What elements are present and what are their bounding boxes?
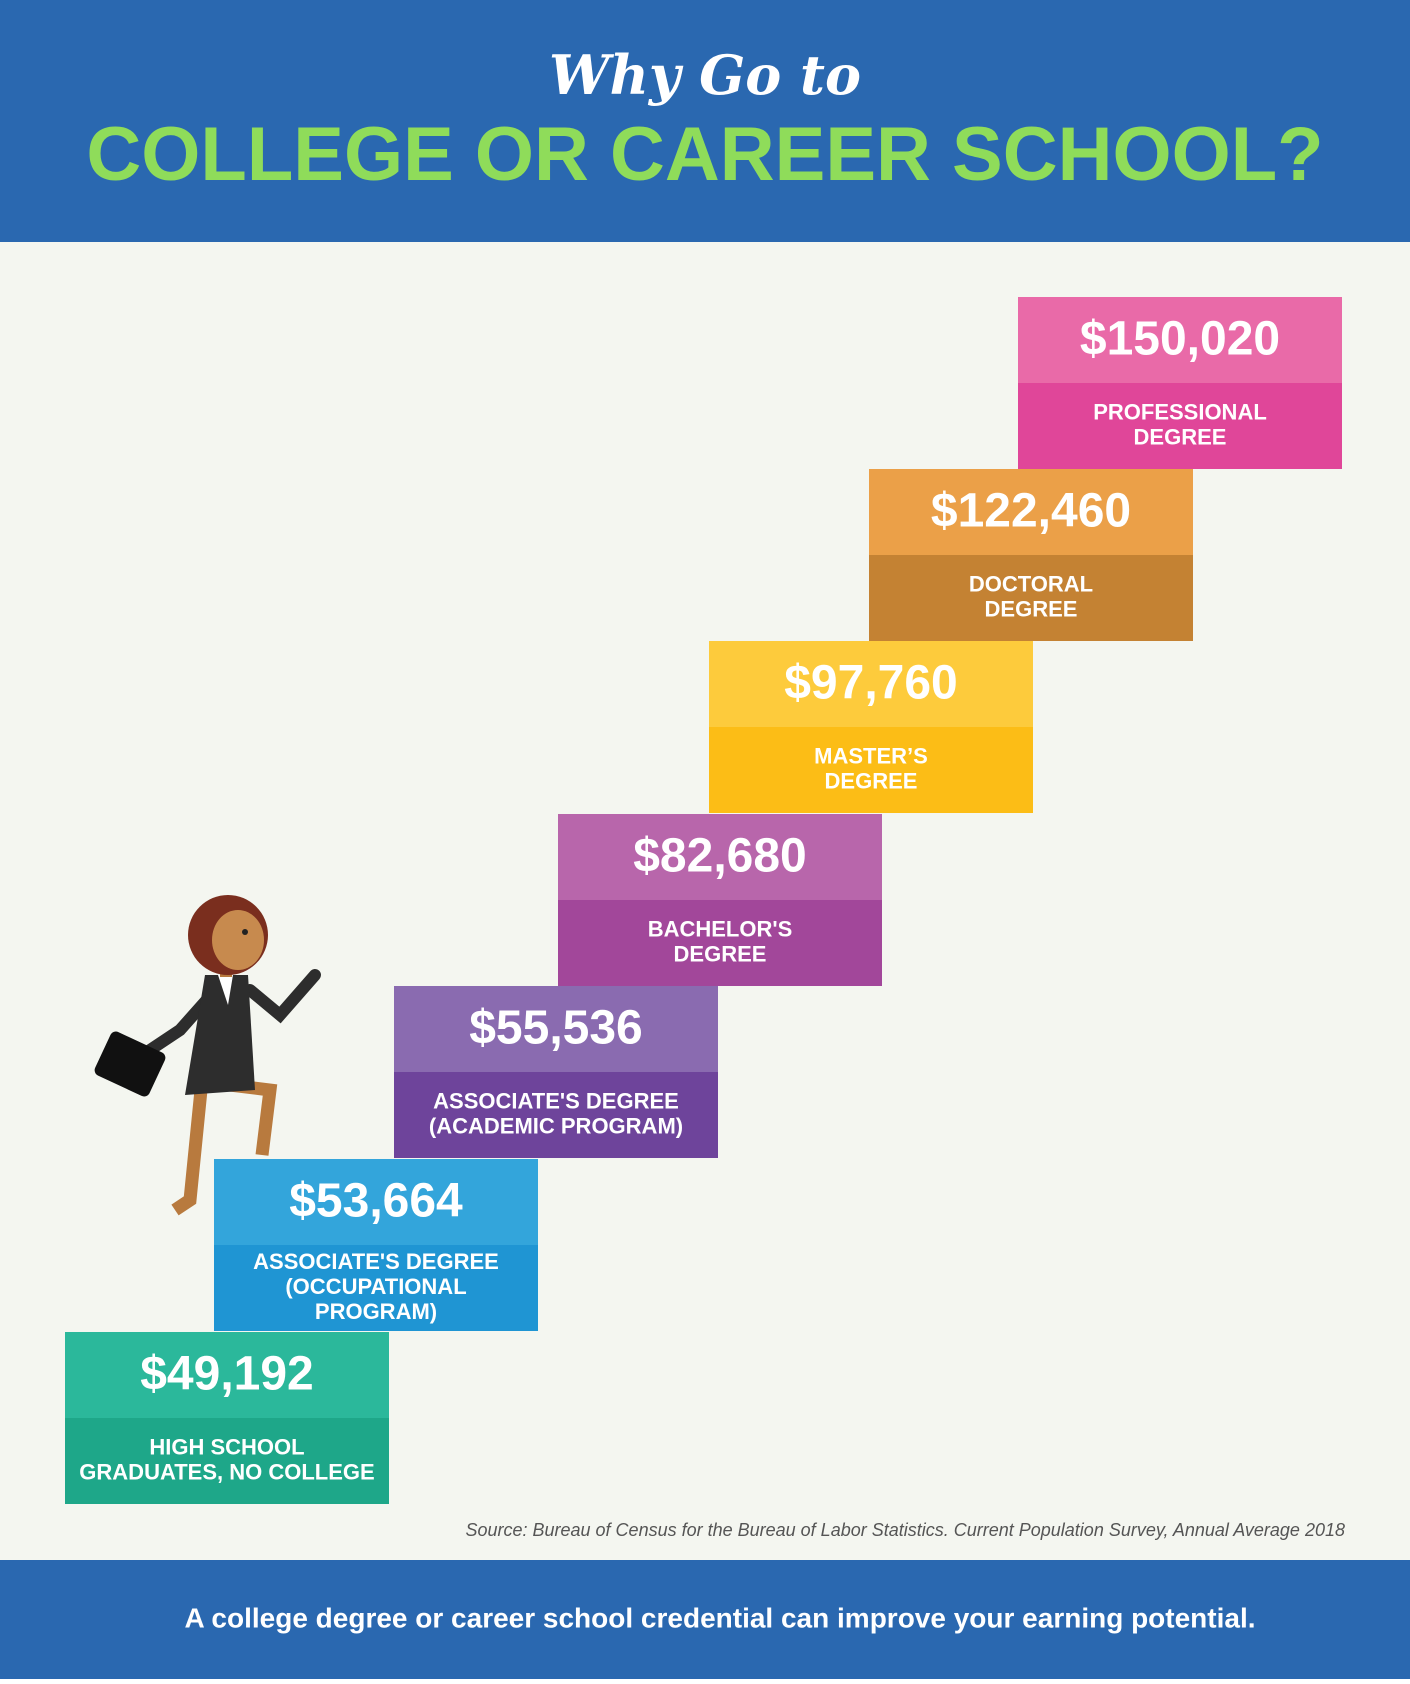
step-value: $97,760 bbox=[784, 657, 958, 710]
header-kicker: Why Go to bbox=[549, 43, 861, 107]
step-label: DEGREE bbox=[825, 768, 918, 793]
character bbox=[94, 895, 321, 1216]
step-top bbox=[709, 641, 1033, 727]
step-label: GRADUATES, NO COLLEGE bbox=[79, 1459, 374, 1484]
step-label: DEGREE bbox=[985, 596, 1078, 621]
step-value: $53,664 bbox=[289, 1175, 463, 1228]
footer-text: A college degree or career school creden… bbox=[184, 1602, 1255, 1633]
step-top bbox=[558, 814, 882, 900]
step-label: ASSOCIATE'S DEGREE bbox=[433, 1088, 679, 1113]
step-top bbox=[214, 1159, 538, 1245]
footer-band bbox=[0, 1560, 1410, 1679]
step-top bbox=[65, 1332, 389, 1418]
step-top bbox=[869, 469, 1193, 555]
step-top bbox=[1018, 297, 1342, 383]
step-value: $55,536 bbox=[469, 1002, 643, 1055]
step-top bbox=[394, 986, 718, 1072]
header-title: COLLEGE OR CAREER SCHOOL? bbox=[86, 112, 1323, 197]
step-bottom bbox=[394, 1072, 718, 1158]
step-bottom bbox=[709, 727, 1033, 813]
step-label: DOCTORAL bbox=[969, 571, 1093, 596]
step-value: $49,192 bbox=[140, 1348, 314, 1401]
step-bottom bbox=[65, 1418, 389, 1504]
step-label: PROFESSIONAL bbox=[1093, 399, 1267, 424]
step-label: PROGRAM) bbox=[315, 1299, 437, 1324]
step-bottom bbox=[1018, 383, 1342, 469]
step-value: $82,680 bbox=[633, 830, 807, 883]
step-label: DEGREE bbox=[1134, 424, 1227, 449]
source-note: Source: Bureau of Census for the Bureau … bbox=[465, 1520, 1345, 1540]
step-bottom bbox=[214, 1245, 538, 1331]
step-label: BACHELOR'S bbox=[648, 916, 793, 941]
step-label: ASSOCIATE'S DEGREE bbox=[253, 1249, 499, 1274]
step-label: DEGREE bbox=[674, 941, 767, 966]
step-value: $150,020 bbox=[1080, 313, 1280, 366]
step-label: (ACADEMIC PROGRAM) bbox=[429, 1113, 683, 1138]
step-label: MASTER’S bbox=[814, 743, 928, 768]
step-label: (OCCUPATIONAL bbox=[285, 1274, 466, 1299]
step-label: HIGH SCHOOL bbox=[149, 1434, 304, 1459]
step-value: $122,460 bbox=[931, 485, 1131, 538]
step-bottom bbox=[558, 900, 882, 986]
header-band bbox=[0, 0, 1410, 242]
step-bottom bbox=[869, 555, 1193, 641]
